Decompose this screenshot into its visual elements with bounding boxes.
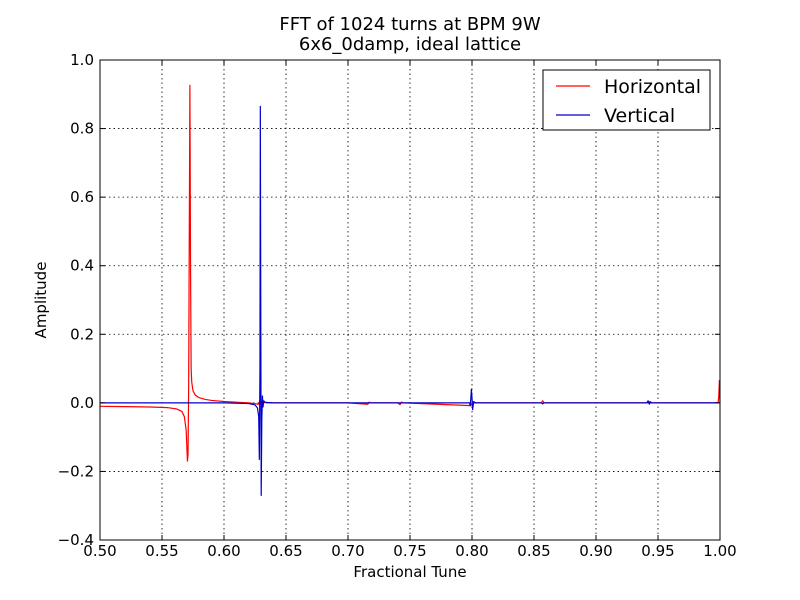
y-tick-label: 0.6 <box>70 188 94 206</box>
y-tick-label: 0.4 <box>70 257 94 275</box>
axis-ticks <box>99 59 721 541</box>
y-tick-label: 1.0 <box>70 51 94 69</box>
x-tick-label: 0.60 <box>207 542 240 560</box>
legend-vertical-label: Vertical <box>604 105 675 127</box>
x-tick-label: 0.50 <box>83 542 116 560</box>
chart-subtitle: 6x6_0damp, ideal lattice <box>299 34 521 55</box>
x-tick-label: 0.55 <box>145 542 178 560</box>
x-tick-label: 0.90 <box>579 542 612 560</box>
x-tick-labels: 0.50 0.55 0.60 0.65 0.70 0.75 0.80 0.85 0.90 0.95… <box>83 542 736 560</box>
y-tick-label: −0.2 <box>58 462 94 480</box>
legend-horizontal-label: Horizontal <box>604 76 701 98</box>
y-axis-label: Amplitude <box>32 262 50 339</box>
y-tick-label: 0.2 <box>70 325 94 343</box>
x-tick-label: 0.80 <box>455 542 488 560</box>
y-tick-label: 0.8 <box>70 120 94 138</box>
y-tick-labels: −0.4 −0.2 0.0 0.2 0.4 0.6 0.8 1.0 <box>58 51 94 549</box>
plot-area <box>99 59 721 541</box>
y-tick-label: −0.4 <box>58 531 94 549</box>
x-tick-label: 0.65 <box>269 542 302 560</box>
y-tick-label: 0.0 <box>70 394 94 412</box>
x-tick-label: 1.00 <box>703 542 736 560</box>
series-line-vertical <box>100 105 720 497</box>
series-lines <box>99 84 721 497</box>
x-tick-label: 0.75 <box>393 542 426 560</box>
legend-frame <box>542 69 711 131</box>
x-tick-label: 0.70 <box>331 542 364 560</box>
x-tick-label: 0.95 <box>641 542 674 560</box>
x-tick-label: 0.85 <box>517 542 550 560</box>
x-axis-label: Fractional Tune <box>353 563 466 581</box>
chart-title: FFT of 1024 turns at BPM 9W <box>279 14 540 35</box>
legend: Horizontal Vertical <box>542 69 711 131</box>
grid-lines <box>100 60 720 540</box>
